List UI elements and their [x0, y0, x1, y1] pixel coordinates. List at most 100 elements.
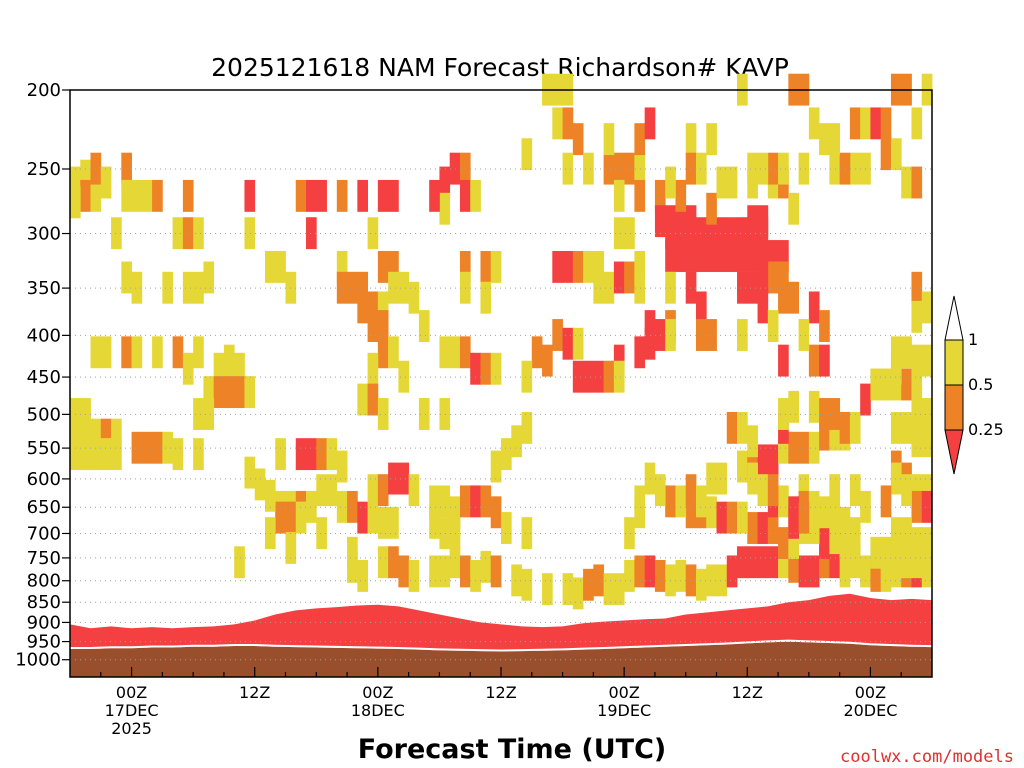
data-cell	[921, 344, 933, 377]
data-cell	[675, 240, 687, 272]
data-cell	[388, 271, 399, 304]
data-cell	[234, 376, 245, 409]
x-tick-label: 00Z	[855, 683, 886, 702]
colorbar-box-weak	[944, 339, 964, 386]
y-tick-label: 850	[27, 592, 61, 613]
data-cell	[100, 438, 112, 471]
data-cell	[439, 336, 451, 369]
data-cell	[347, 271, 358, 304]
data-cell	[767, 512, 779, 544]
data-cell	[757, 217, 769, 250]
chart-title: 2025121618 NAM Forecast Richardson# KAVP	[211, 53, 789, 82]
data-cell	[603, 152, 615, 185]
data-cell	[706, 123, 717, 156]
x-tick-label: 12Z	[485, 683, 516, 702]
data-cell	[603, 123, 615, 156]
data-cell	[613, 179, 625, 212]
data-cell	[788, 431, 799, 464]
data-cell	[788, 550, 799, 583]
data-cell	[193, 217, 204, 250]
data-cell	[921, 546, 933, 579]
data-cell	[921, 291, 933, 324]
data-cell	[819, 398, 830, 430]
data-cell	[911, 368, 923, 401]
data-cell	[911, 425, 923, 458]
data-cell	[182, 217, 194, 250]
boundary-layer-band	[70, 593, 932, 652]
data-cell	[706, 240, 717, 272]
data-cell	[685, 564, 697, 597]
data-cell	[757, 291, 769, 324]
data-cell	[767, 444, 779, 477]
colorbar-bottom-triangle	[944, 429, 964, 475]
data-cell	[459, 250, 471, 283]
data-cell	[798, 501, 810, 534]
data-cell	[367, 217, 379, 250]
data-cell	[819, 496, 830, 529]
data-cell	[480, 550, 492, 583]
data-cell	[778, 431, 789, 464]
data-cell	[808, 490, 820, 523]
data-cell	[890, 546, 902, 579]
data-cell	[685, 123, 697, 156]
data-cell	[634, 271, 646, 304]
y-tick-label: 450	[27, 367, 61, 388]
data-cell	[767, 310, 779, 342]
data-cell	[829, 522, 841, 555]
data-cell	[490, 555, 502, 588]
data-cell	[80, 418, 91, 451]
y-axis: 200 250 300 350 400 450 500 550 600 650 700 7508008…	[15, 80, 70, 671]
data-cell	[367, 291, 379, 324]
data-cell	[911, 474, 923, 507]
data-cell	[829, 546, 841, 579]
data-cell	[521, 360, 533, 393]
data-cell	[644, 310, 656, 342]
data-cell	[552, 319, 563, 351]
y-tick-label: 600	[27, 469, 61, 490]
data-cell	[665, 240, 676, 272]
data-cell	[572, 327, 584, 360]
data-cell	[100, 418, 112, 451]
data-cell	[798, 431, 810, 464]
data-cell	[921, 527, 933, 560]
data-cell	[757, 240, 769, 272]
colorbar: 1 0.5 0.25	[944, 295, 1004, 475]
data-cell	[839, 506, 851, 539]
x-tick-label: 19DEC	[597, 701, 651, 720]
data-cell	[695, 240, 707, 272]
data-cell	[798, 152, 810, 185]
data-cell	[706, 496, 717, 529]
data-cell	[511, 564, 522, 597]
data-cell	[849, 411, 861, 444]
data-cell	[429, 555, 440, 588]
data-cell	[316, 438, 327, 471]
data-cell	[531, 336, 543, 369]
data-cell	[418, 310, 430, 342]
data-cell	[737, 411, 748, 444]
data-cell	[726, 217, 738, 250]
data-cell	[100, 166, 112, 199]
data-cell	[480, 352, 492, 385]
data-cell	[408, 559, 420, 592]
y-tick-label: 250	[27, 159, 61, 180]
data-cell	[121, 336, 132, 369]
data-cell	[172, 336, 184, 369]
data-cell	[788, 390, 799, 423]
data-cell	[111, 418, 122, 451]
data-cell	[203, 376, 215, 409]
data-cell	[624, 559, 635, 592]
data-cell	[223, 344, 235, 377]
data-cell	[480, 281, 492, 314]
data-cell	[470, 559, 481, 592]
data-cell	[613, 152, 625, 185]
data-cell	[357, 291, 368, 324]
data-cell	[377, 398, 389, 430]
data-cell	[695, 568, 707, 601]
data-cell	[624, 261, 635, 294]
data-cell	[665, 485, 676, 518]
data-cell	[808, 555, 820, 588]
data-cell	[141, 179, 153, 212]
data-cell	[685, 217, 697, 250]
data-cell	[593, 360, 605, 393]
data-cell	[562, 573, 574, 606]
